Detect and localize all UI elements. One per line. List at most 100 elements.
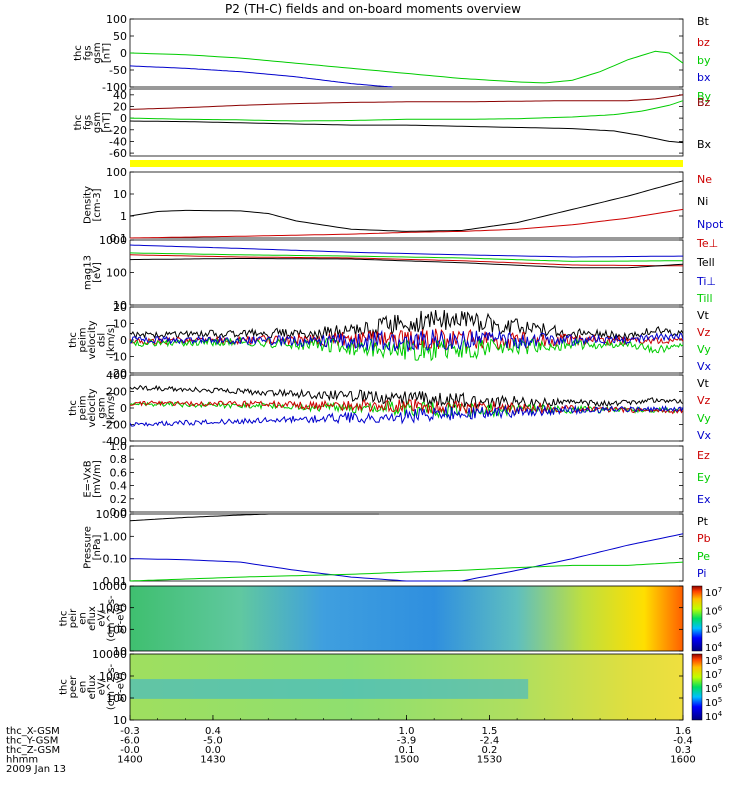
x-axis-row-label: thc_Z-GSM bbox=[6, 745, 60, 756]
y-axis-label: eflux bbox=[87, 675, 98, 700]
legend-entry: Ni bbox=[697, 195, 708, 208]
y-axis-label: (cm^2-s- bbox=[106, 595, 117, 642]
x-axis-value: 1.6 bbox=[675, 726, 691, 737]
series-line-Bx bbox=[129, 120, 684, 144]
y-tick-label: 100 bbox=[106, 623, 127, 636]
y-tick-label: 0 bbox=[120, 112, 127, 125]
colorbar-tick-label: 104 bbox=[705, 710, 723, 723]
y-axis-label: Density bbox=[82, 186, 93, 224]
legend-entry: bz bbox=[697, 36, 710, 49]
colorbar bbox=[691, 585, 703, 652]
x-axis-row-label: thc_X-GSM bbox=[6, 726, 60, 737]
y-axis-label: peim bbox=[78, 395, 89, 420]
legend-entry: Ez bbox=[697, 449, 710, 462]
y-axis-label: en bbox=[78, 681, 89, 694]
x-axis-value: -2.4 bbox=[480, 736, 500, 747]
series-line-Vy bbox=[129, 399, 684, 419]
x-axis-value: 1500 bbox=[394, 755, 419, 766]
y-tick-label: 50 bbox=[113, 30, 127, 43]
panel-frame bbox=[129, 585, 684, 652]
legend-entry: By bbox=[697, 90, 712, 103]
y-axis-label: thc bbox=[73, 115, 84, 131]
legend-entry: Vt bbox=[697, 309, 710, 322]
y-tick-label: 10 bbox=[113, 188, 127, 201]
colorbar-tick-label: 105 bbox=[705, 696, 722, 709]
y-tick-label: 0.1 bbox=[110, 232, 128, 245]
y-tick-label: 400 bbox=[106, 369, 127, 382]
y-axis-label: sr-eV) bbox=[116, 604, 127, 633]
y-axis-label: velocity bbox=[87, 388, 98, 427]
series-line-Bz bbox=[129, 94, 684, 110]
legend-entry: Pb bbox=[697, 532, 711, 545]
status-bar bbox=[130, 160, 683, 167]
y-tick-label: 0.10 bbox=[103, 553, 128, 566]
y-tick-label: 40 bbox=[113, 89, 127, 102]
legend-entry: Vy bbox=[697, 343, 711, 356]
y-axis-label: [eV] bbox=[92, 262, 103, 283]
y-tick-label: -50 bbox=[109, 64, 127, 77]
series-line-Ni bbox=[129, 180, 684, 232]
y-tick-label: 0.2 bbox=[110, 493, 128, 506]
series-line-Te⊥ bbox=[129, 254, 684, 267]
y-axis-label: peer bbox=[68, 675, 79, 699]
y-axis-label: [km/s] bbox=[106, 324, 117, 356]
x-axis-value: 1400 bbox=[117, 755, 142, 766]
series-line-Vt bbox=[129, 384, 684, 410]
y-axis-label: Pressure bbox=[82, 526, 93, 569]
y-axis-label: thc bbox=[68, 400, 79, 416]
y-tick-label: 0.4 bbox=[110, 480, 128, 493]
x-axis-value: 1.0 bbox=[399, 726, 415, 737]
y-axis-label: eV/ bbox=[97, 678, 108, 695]
panel-p4: 1000 100 10 mag13[eV] Te⊥ Tell Ti⊥ Till bbox=[82, 234, 718, 312]
y-tick-label: 0.8 bbox=[110, 453, 128, 466]
legend-entry: Npot bbox=[697, 218, 724, 231]
y-tick-label: 10000 bbox=[92, 648, 127, 661]
y-tick-label: 0.0 bbox=[110, 506, 128, 519]
x-axis-value: -0.4 bbox=[673, 736, 693, 747]
panel-frame bbox=[129, 445, 684, 513]
y-tick-label: 100 bbox=[106, 267, 127, 280]
colorbar-tick-label: 104 bbox=[705, 641, 723, 654]
y-tick-label: 20 bbox=[113, 100, 127, 113]
y-tick-label: -20 bbox=[109, 124, 127, 137]
colorbar-tick-label: 106 bbox=[705, 682, 723, 695]
x-axis-value: 1.5 bbox=[481, 726, 497, 737]
spectrogram-fill bbox=[130, 586, 683, 651]
y-axis-label: [nPa] bbox=[92, 534, 103, 560]
series-line-Ne bbox=[129, 208, 684, 239]
y-axis-label: sr-eV) bbox=[116, 672, 127, 701]
y-tick-label: 1 bbox=[120, 210, 127, 223]
legend-entry: Vx bbox=[697, 429, 712, 442]
legend-entry: Bx bbox=[697, 138, 712, 151]
series-line-Pe bbox=[129, 561, 684, 582]
y-axis-label: [nT] bbox=[101, 112, 112, 132]
series-line-Vx bbox=[129, 404, 684, 427]
legend-entry: Vy bbox=[697, 412, 711, 425]
panel-p7: 1.00.80.60.40.20.0 E=-VxB[mV/m] Ez Ey Ex bbox=[82, 440, 711, 519]
series-line-Pt bbox=[129, 513, 379, 522]
x-axis-value: 0.3 bbox=[675, 745, 691, 756]
y-tick-label: 0.6 bbox=[110, 466, 128, 479]
legend-entry: Bt bbox=[697, 15, 710, 28]
panel-frame bbox=[129, 88, 684, 157]
y-tick-label: 10 bbox=[113, 318, 127, 331]
y-tick-label: 1000 bbox=[99, 670, 127, 683]
y-tick-label: 20 bbox=[113, 301, 127, 314]
panel-p9: 107 106 105 104 10000 1000 100 10 thcpeireneflux… bbox=[59, 580, 723, 658]
legend-entry: Te⊥ bbox=[696, 237, 718, 250]
x-axis-value: -6.0 bbox=[120, 736, 140, 747]
panel-frame bbox=[129, 513, 684, 582]
y-tick-label: -40 bbox=[109, 135, 127, 148]
series-line-Vt bbox=[129, 309, 684, 341]
series-line-Ti⊥ bbox=[129, 244, 683, 258]
y-tick-label: 200 bbox=[106, 386, 127, 399]
x-axis-row-label: 2009 Jan 13 bbox=[6, 764, 66, 775]
panel-frame bbox=[129, 239, 684, 306]
y-axis-label: [mV/m] bbox=[92, 460, 103, 498]
x-axis-value: 0.1 bbox=[399, 745, 415, 756]
y-axis-label: thc bbox=[59, 611, 70, 627]
series-line-By bbox=[129, 100, 684, 122]
legend-entry: Ne bbox=[697, 173, 712, 186]
y-tick-label: 1.0 bbox=[110, 440, 128, 453]
